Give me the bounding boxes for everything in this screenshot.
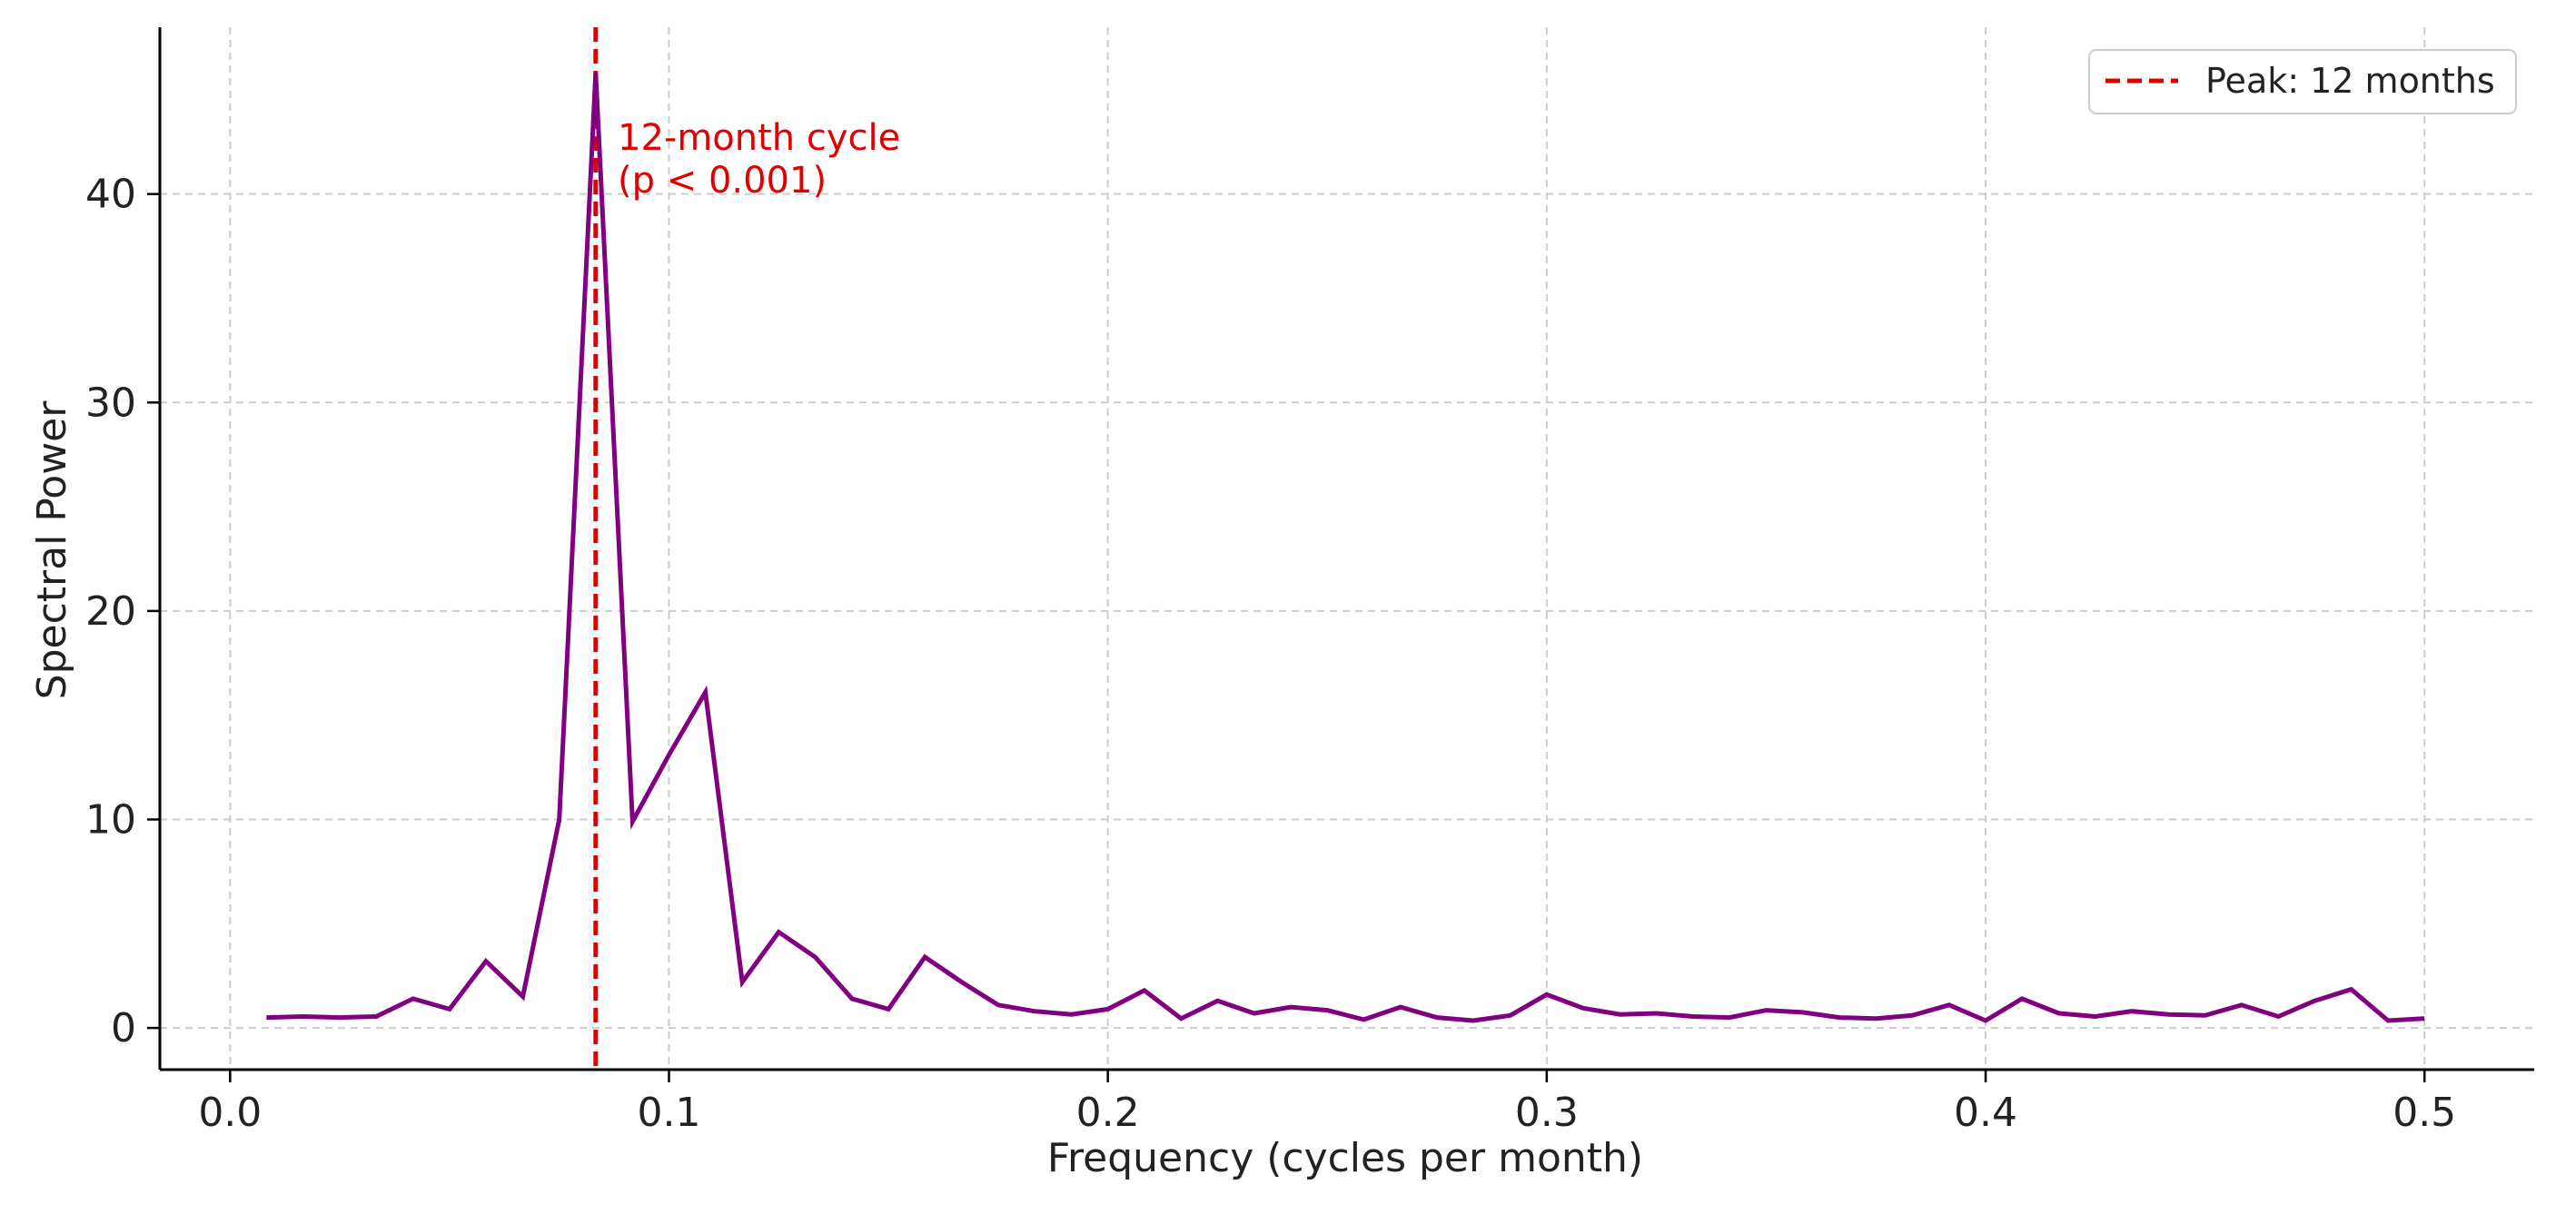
y-tick-label: 20 — [85, 588, 136, 635]
legend: Peak: 12 months — [2089, 50, 2516, 114]
legend-label: Peak: 12 months — [2205, 61, 2495, 101]
y-axis-label: Spectral Power — [29, 400, 75, 700]
x-axis-label: Frequency (cycles per month) — [1047, 1135, 1643, 1181]
x-tick-label: 0.2 — [1076, 1090, 1140, 1136]
y-tick-label: 30 — [85, 380, 136, 426]
x-tick-label: 0.5 — [2393, 1090, 2456, 1136]
x-tick-label: 0.3 — [1515, 1090, 1579, 1136]
x-tick-label: 0.0 — [198, 1090, 262, 1136]
y-tick-label: 40 — [85, 172, 136, 218]
x-tick-label: 0.4 — [1954, 1090, 2017, 1136]
annotation-text-line-1: 12-month cycle — [618, 117, 900, 159]
annotation-text-line-2: (p < 0.001) — [618, 160, 827, 202]
y-tick-label: 10 — [85, 796, 136, 843]
y-tick-label: 0 — [111, 1005, 136, 1051]
x-tick-label: 0.1 — [637, 1090, 700, 1136]
